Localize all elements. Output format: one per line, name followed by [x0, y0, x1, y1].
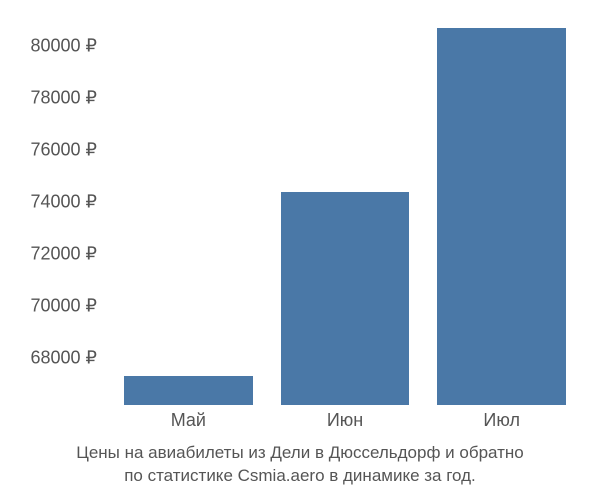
bars-container — [110, 15, 580, 405]
bar-slot — [423, 15, 580, 405]
y-tick-label: 80000 ₽ — [30, 36, 97, 57]
caption-line-1: Цены на авиабилеты из Дели в Дюссельдорф… — [0, 442, 600, 465]
y-tick-label: 78000 ₽ — [30, 88, 97, 109]
x-tick-label: Июн — [267, 410, 424, 431]
y-tick-label: 68000 ₽ — [30, 348, 97, 369]
x-tick-label: Июл — [423, 410, 580, 431]
y-tick-label: 76000 ₽ — [30, 140, 97, 161]
y-tick-label: 82000 ₽ — [30, 0, 97, 5]
price-bar-chart: 68000 ₽ 70000 ₽ 72000 ₽ 74000 ₽ 76000 ₽ 78000… — [0, 0, 600, 500]
bar — [124, 376, 252, 405]
caption-line-2: по статистике Csmia.aero в динамике за г… — [0, 465, 600, 488]
bar — [437, 28, 565, 405]
plot-area — [110, 15, 580, 405]
y-tick-label: 70000 ₽ — [30, 296, 97, 317]
bar-slot — [267, 15, 424, 405]
bar-slot — [110, 15, 267, 405]
x-axis-labels: МайИюнИюл — [110, 410, 580, 431]
bar — [281, 192, 409, 405]
chart-caption: Цены на авиабилеты из Дели в Дюссельдорф… — [0, 442, 600, 488]
y-axis: 68000 ₽ 70000 ₽ 72000 ₽ 74000 ₽ 76000 ₽ 78000… — [0, 15, 105, 405]
x-tick-label: Май — [110, 410, 267, 431]
y-tick-label: 74000 ₽ — [30, 192, 97, 213]
y-tick-label: 72000 ₽ — [30, 244, 97, 265]
